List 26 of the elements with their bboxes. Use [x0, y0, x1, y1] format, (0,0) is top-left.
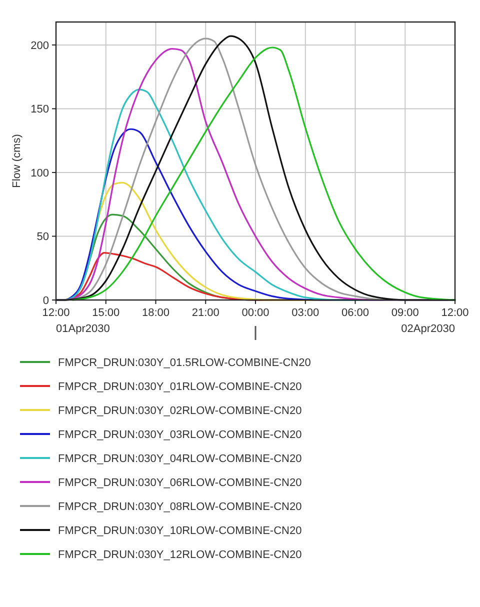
y-tick-label: 200 [30, 40, 49, 52]
legend-label: FMPCR_DRUN:030Y_02RLOW-COMBINE-CN20 [58, 405, 302, 417]
legend-label: FMPCR_DRUN:030Y_10RLOW-COMBINE-CN20 [58, 525, 302, 537]
legend-label: FMPCR_DRUN:030Y_03RLOW-COMBINE-CN20 [58, 429, 302, 441]
y-tick-label: 50 [36, 231, 49, 244]
x-tick-label: 03:00 [292, 307, 320, 319]
x-tick-label: 06:00 [341, 307, 370, 319]
legend-label: FMPCR_DRUN:030Y_01.5RLOW-COMBINE-CN20 [58, 357, 311, 369]
legend-label: FMPCR_DRUN:030Y_01RLOW-COMBINE-CN20 [58, 381, 302, 393]
legend-label: FMPCR_DRUN:030Y_12RLOW-COMBINE-CN20 [58, 549, 302, 561]
text: 02Apr2030 [401, 323, 455, 335]
y-tick-label: 100 [30, 167, 49, 180]
x-tick-label: 18:00 [142, 307, 170, 319]
y-tick-label: 150 [30, 104, 49, 116]
legend-label: FMPCR_DRUN:030Y_06RLOW-COMBINE-CN20 [58, 477, 302, 489]
x-tick-label: 00:00 [242, 307, 270, 319]
legend-label: FMPCR_DRUN:030Y_08RLOW-COMBINE-CN20 [58, 501, 302, 513]
x-tick-label: 21:00 [192, 307, 220, 319]
legend-label: FMPCR_DRUN:030Y_04RLOW-COMBINE-CN20 [58, 453, 302, 465]
y-axis-title: Flow (cms) [11, 134, 23, 188]
x-tick-label: 12:00 [42, 307, 70, 319]
x-tick-label: 12:00 [441, 307, 469, 319]
x-tick-label: 09:00 [391, 307, 419, 319]
y-tick-label: 0 [42, 295, 49, 307]
text: 01Apr2030 [56, 323, 110, 335]
x-tick-label: 15:00 [92, 307, 120, 319]
